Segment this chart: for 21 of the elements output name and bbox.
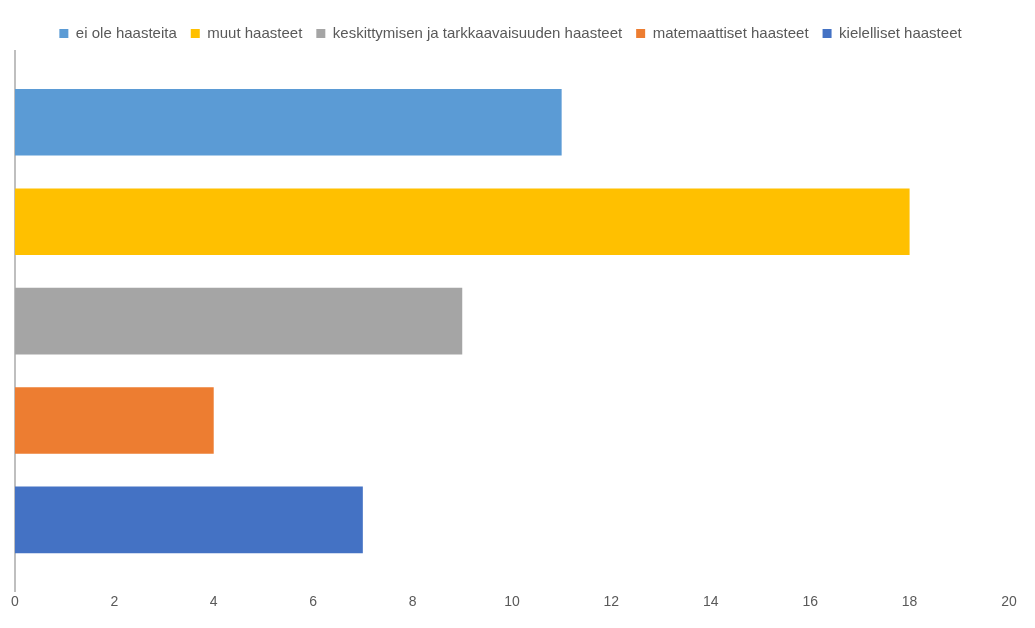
legend-label: kielelliset haasteet — [839, 23, 963, 41]
x-tick-label: 12 — [603, 593, 620, 610]
legend-label: ei ole haasteita — [75, 23, 178, 41]
x-tick-label: 6 — [309, 593, 318, 610]
x-tick-label: 16 — [802, 593, 819, 610]
x-tick-label: 14 — [702, 593, 719, 610]
x-tick-label: 20 — [1001, 593, 1017, 610]
legend-label: muut haasteet — [207, 23, 304, 41]
x-tick-label: 10 — [504, 593, 520, 610]
x-tick-label: 0 — [10, 593, 19, 610]
legend-label: matemaattiset haasteet — [652, 23, 810, 41]
x-tick-label: 2 — [110, 593, 119, 610]
x-tick-label: 4 — [209, 593, 218, 610]
bar — [14, 287, 463, 355]
legend-label: keskittymisen ja tarkkaavaisuuden haasteet — [332, 23, 623, 41]
bar — [14, 387, 214, 454]
x-tick-label: 8 — [408, 593, 417, 610]
bar — [14, 486, 363, 554]
bar — [14, 188, 910, 255]
x-tick-label: 18 — [901, 593, 918, 610]
bar — [14, 89, 562, 156]
